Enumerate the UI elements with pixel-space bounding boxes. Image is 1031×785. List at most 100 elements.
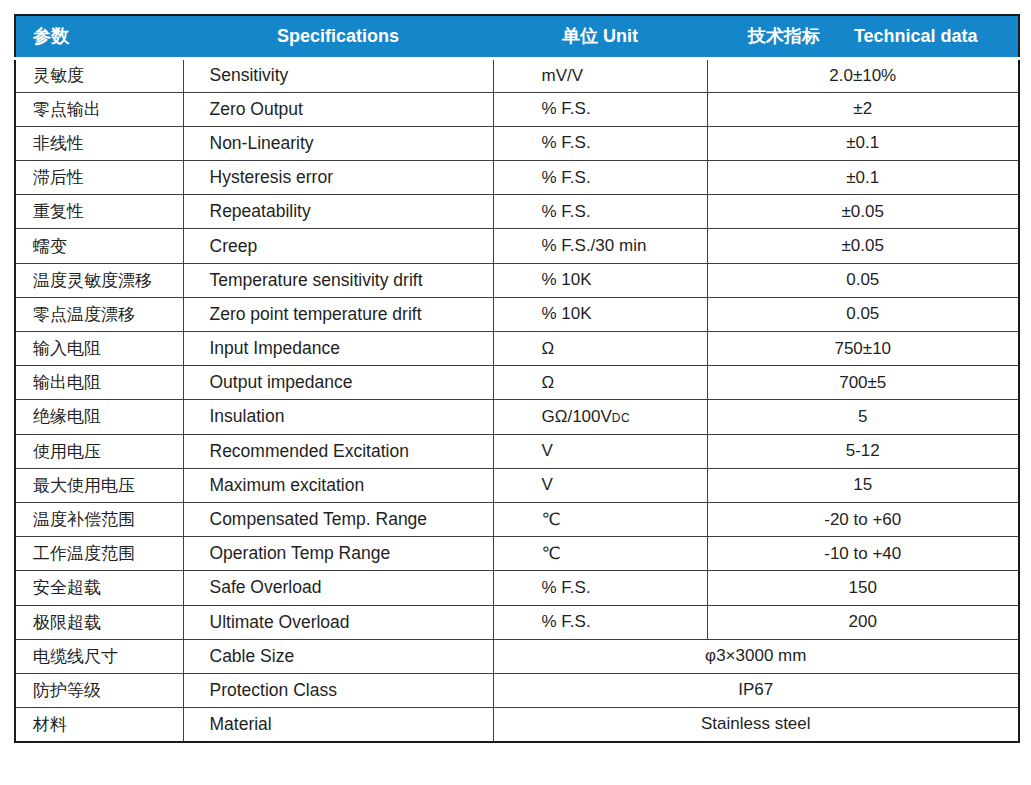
header-param: 参数 xyxy=(15,15,183,58)
value-cell: -20 to +60 xyxy=(707,502,1019,536)
param-cell: 输入电阻 xyxy=(15,332,183,366)
spec-cell: Protection Class xyxy=(183,673,493,707)
spec-cell: Insulation xyxy=(183,400,493,434)
unit-cell: ℃ xyxy=(493,537,707,571)
table-row: 电缆线尺寸Cable Sizeφ3×3000 mm xyxy=(15,639,1019,673)
table-row: 防护等级Protection ClassIP67 xyxy=(15,673,1019,707)
unit-cell: % F.S. xyxy=(493,571,707,605)
value-cell: ±0.05 xyxy=(707,195,1019,229)
spec-cell: Safe Overload xyxy=(183,571,493,605)
value-cell: 5 xyxy=(707,400,1019,434)
param-cell: 零点输出 xyxy=(15,92,183,126)
value-cell: ±0.1 xyxy=(707,161,1019,195)
param-cell: 材料 xyxy=(15,708,183,742)
unit-subscript: DC xyxy=(612,411,630,425)
value-cell: 2.0±10% xyxy=(707,58,1019,92)
merged-value-cell: IP67 xyxy=(493,673,1019,707)
unit-cell: GΩ/100VDC xyxy=(493,400,707,434)
header-technical-data-zh: 技术指标 xyxy=(748,26,820,46)
table-row: 材料MaterialStainless steel xyxy=(15,708,1019,742)
param-cell: 蠕变 xyxy=(15,229,183,263)
unit-cell: % 10K xyxy=(493,297,707,331)
value-cell: 200 xyxy=(707,605,1019,639)
table-row: 非线性Non-Linearity% F.S.±0.1 xyxy=(15,126,1019,160)
value-cell: 5-12 xyxy=(707,434,1019,468)
table-row: 工作温度范围Operation Temp Range℃-10 to +40 xyxy=(15,537,1019,571)
spec-cell: Input Impedance xyxy=(183,332,493,366)
param-cell: 使用电压 xyxy=(15,434,183,468)
unit-cell: V xyxy=(493,434,707,468)
spec-cell: Operation Temp Range xyxy=(183,537,493,571)
unit-cell: % F.S. xyxy=(493,92,707,126)
unit-cell: % 10K xyxy=(493,263,707,297)
param-cell: 温度灵敏度漂移 xyxy=(15,263,183,297)
spec-cell: Repeatability xyxy=(183,195,493,229)
table-row: 输出电阻Output impedanceΩ700±5 xyxy=(15,366,1019,400)
table-row: 重复性Repeatability% F.S.±0.05 xyxy=(15,195,1019,229)
value-cell: ±0.1 xyxy=(707,126,1019,160)
merged-value-cell: φ3×3000 mm xyxy=(493,639,1019,673)
value-cell: 700±5 xyxy=(707,366,1019,400)
value-cell: 150 xyxy=(707,571,1019,605)
param-cell: 极限超载 xyxy=(15,605,183,639)
table-row: 最大使用电压Maximum excitationV15 xyxy=(15,468,1019,502)
spec-cell: Output impedance xyxy=(183,366,493,400)
spec-cell: Creep xyxy=(183,229,493,263)
table-row: 输入电阻Input ImpedanceΩ750±10 xyxy=(15,332,1019,366)
header-specifications: Specifications xyxy=(183,15,493,58)
value-cell: 15 xyxy=(707,468,1019,502)
param-cell: 安全超载 xyxy=(15,571,183,605)
header-technical-data: 技术指标 Technical data xyxy=(707,15,1019,58)
param-cell: 工作温度范围 xyxy=(15,537,183,571)
param-cell: 电缆线尺寸 xyxy=(15,639,183,673)
table-row: 绝缘电阻InsulationGΩ/100VDC5 xyxy=(15,400,1019,434)
unit-cell: ℃ xyxy=(493,502,707,536)
table-row: 安全超载Safe Overload% F.S.150 xyxy=(15,571,1019,605)
spec-cell: Cable Size xyxy=(183,639,493,673)
spec-cell: Zero Output xyxy=(183,92,493,126)
spec-cell: Maximum excitation xyxy=(183,468,493,502)
table-row: 零点输出Zero Output% F.S.±2 xyxy=(15,92,1019,126)
unit-cell: V xyxy=(493,468,707,502)
header-unit: 单位 Unit xyxy=(493,15,707,58)
header-row: 参数 Specifications 单位 Unit 技术指标 Technical … xyxy=(15,15,1019,58)
unit-cell: % F.S. xyxy=(493,605,707,639)
spec-cell: Recommended Excitation xyxy=(183,434,493,468)
unit-cell: Ω xyxy=(493,332,707,366)
table-row: 温度灵敏度漂移Temperature sensitivity drift% 10… xyxy=(15,263,1019,297)
spec-cell: Material xyxy=(183,708,493,742)
value-cell: ±2 xyxy=(707,92,1019,126)
param-cell: 绝缘电阻 xyxy=(15,400,183,434)
table-row: 灵敏度SensitivitymV/V2.0±10% xyxy=(15,58,1019,92)
value-cell: 750±10 xyxy=(707,332,1019,366)
value-cell: 0.05 xyxy=(707,263,1019,297)
param-cell: 滞后性 xyxy=(15,161,183,195)
param-cell: 温度补偿范围 xyxy=(15,502,183,536)
table-row: 温度补偿范围Compensated Temp. Range℃-20 to +60 xyxy=(15,502,1019,536)
param-cell: 非线性 xyxy=(15,126,183,160)
spec-cell: Compensated Temp. Range xyxy=(183,502,493,536)
param-cell: 重复性 xyxy=(15,195,183,229)
unit-cell: Ω xyxy=(493,366,707,400)
spec-cell: Sensitivity xyxy=(183,58,493,92)
param-cell: 输出电阻 xyxy=(15,366,183,400)
table-row: 滞后性Hysteresis error% F.S.±0.1 xyxy=(15,161,1019,195)
unit-cell: % F.S./30 min xyxy=(493,229,707,263)
spec-cell: Temperature sensitivity drift xyxy=(183,263,493,297)
table-row: 极限超载Ultimate Overload% F.S.200 xyxy=(15,605,1019,639)
spec-table-body: 灵敏度SensitivitymV/V2.0±10%零点输出Zero Output… xyxy=(15,58,1019,742)
header-technical-data-en: Technical data xyxy=(854,26,978,46)
table-row: 蠕变Creep% F.S./30 min±0.05 xyxy=(15,229,1019,263)
spec-cell: Zero point temperature drift xyxy=(183,297,493,331)
spec-cell: Hysteresis error xyxy=(183,161,493,195)
specifications-table: 参数 Specifications 单位 Unit 技术指标 Technical … xyxy=(14,14,1020,743)
table-row: 使用电压Recommended ExcitationV5-12 xyxy=(15,434,1019,468)
table-row: 零点温度漂移Zero point temperature drift% 10K0… xyxy=(15,297,1019,331)
merged-value-cell: Stainless steel xyxy=(493,708,1019,742)
unit-cell: % F.S. xyxy=(493,161,707,195)
value-cell: ±0.05 xyxy=(707,229,1019,263)
unit-cell: % F.S. xyxy=(493,195,707,229)
param-cell: 零点温度漂移 xyxy=(15,297,183,331)
value-cell: 0.05 xyxy=(707,297,1019,331)
spec-cell: Ultimate Overload xyxy=(183,605,493,639)
